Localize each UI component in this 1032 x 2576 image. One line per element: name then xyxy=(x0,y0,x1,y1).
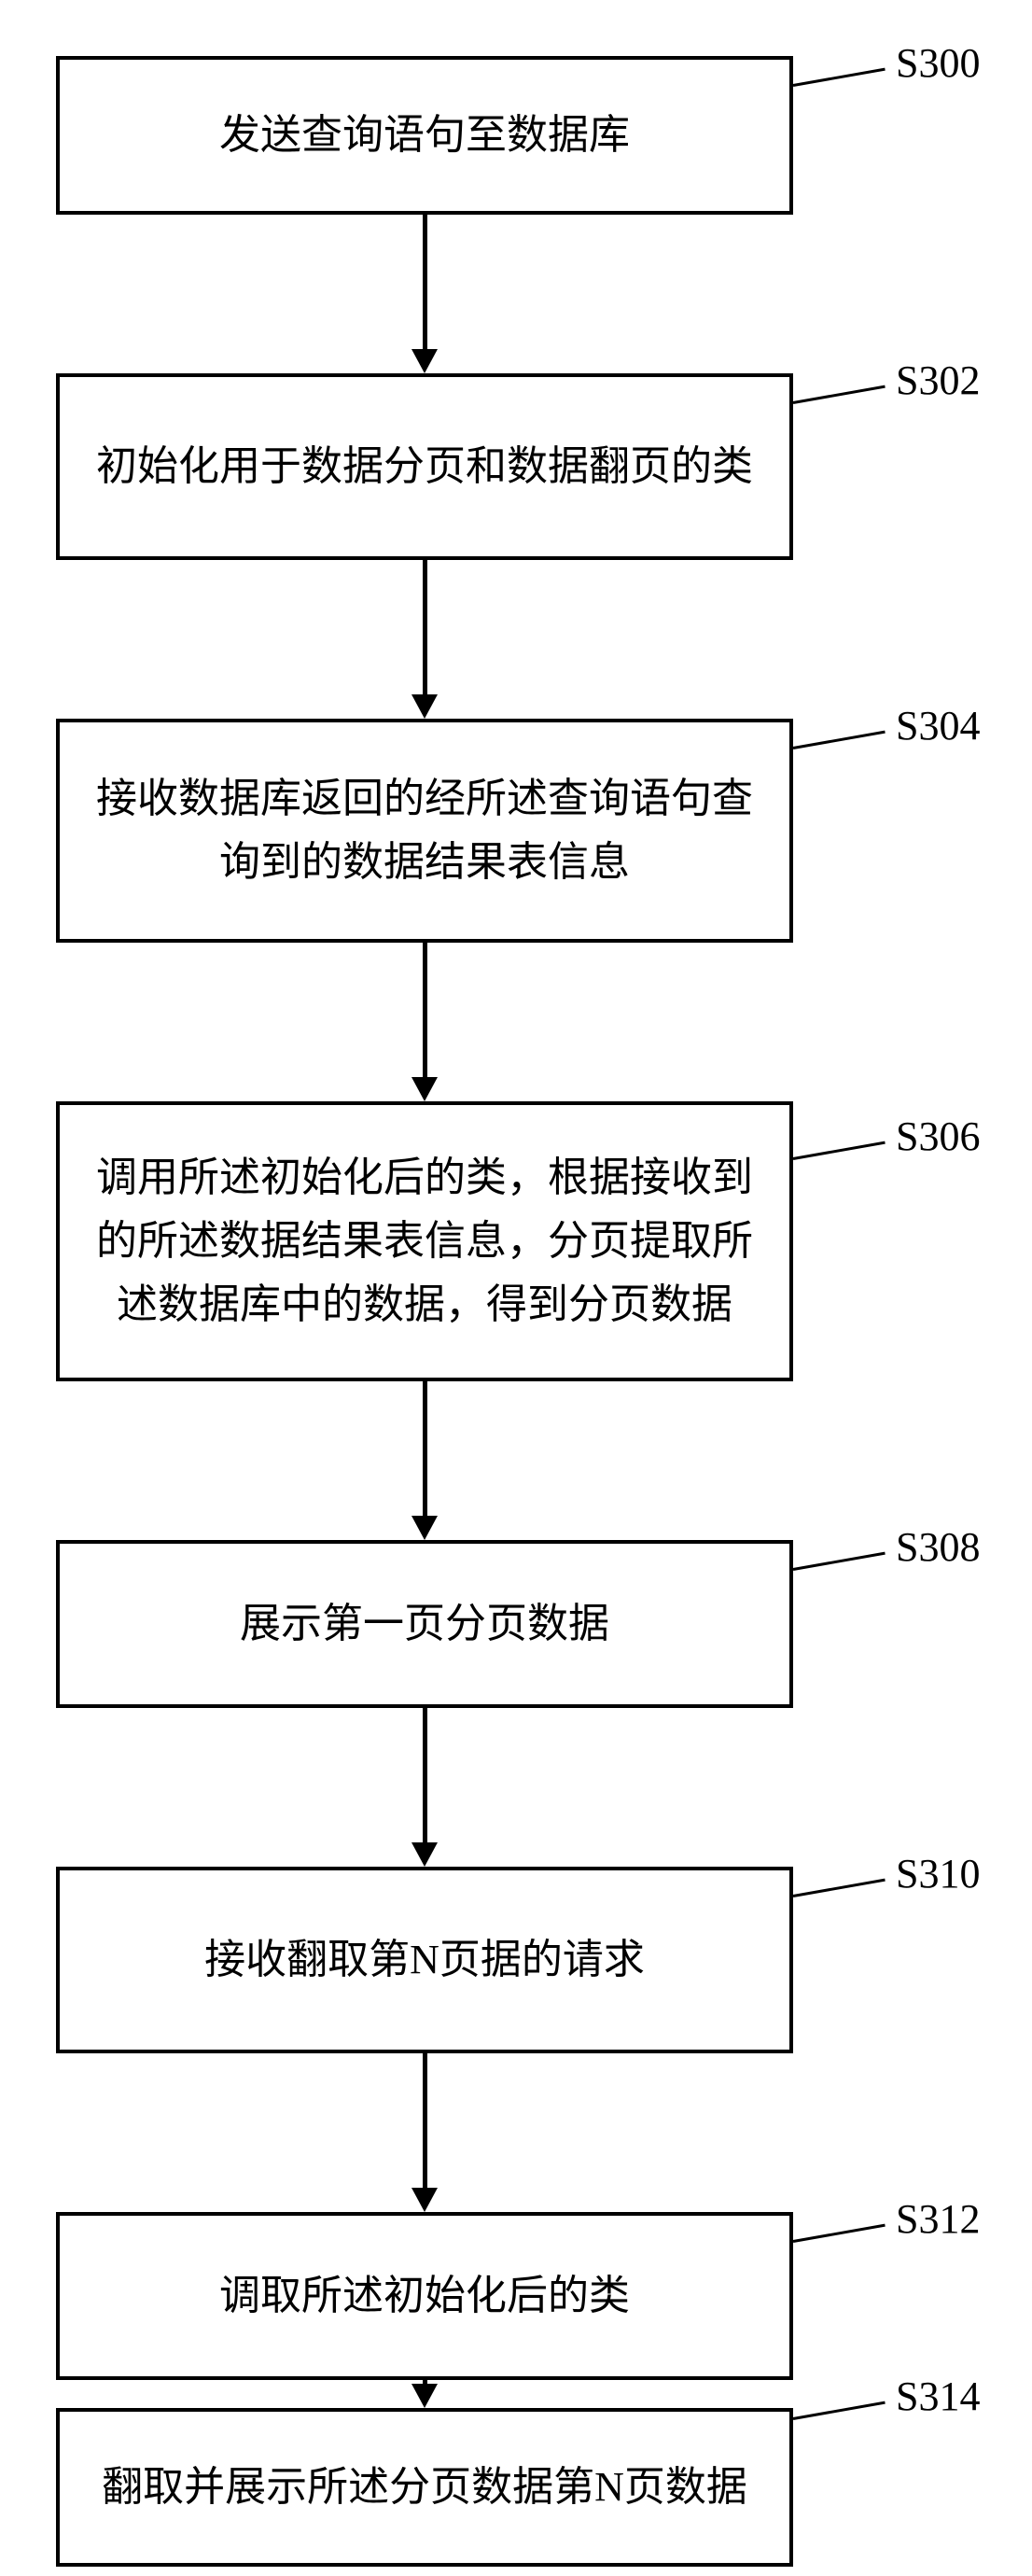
step-label-S302: S302 xyxy=(896,357,980,404)
arrow-line xyxy=(423,1708,427,1844)
flow-node-S304: 接收数据库返回的经所述查询语句查 询到的数据结果表信息 xyxy=(56,719,793,943)
step-label-S310: S310 xyxy=(896,1850,980,1897)
flow-node-S300: 发送查询语句至数据库 xyxy=(56,56,793,215)
arrow-head-icon xyxy=(411,349,438,373)
arrow-head-icon xyxy=(411,2188,438,2212)
flow-node-text: 接收翻取第N页据的请求 xyxy=(204,1928,645,1992)
flow-node-text: 翻取并展示所述分页数据第N页数据 xyxy=(102,2456,747,2519)
leader-line xyxy=(793,68,886,87)
step-label-S304: S304 xyxy=(896,702,980,749)
step-label-S312: S312 xyxy=(896,2195,980,2243)
leader-line xyxy=(793,2224,886,2243)
flow-node-S302: 初始化用于数据分页和数据翻页的类 xyxy=(56,373,793,560)
flow-node-text: 展示第一页分页数据 xyxy=(240,1592,609,1656)
flow-node-text: 接收数据库返回的经所述查询语句查 询到的数据结果表信息 xyxy=(96,767,753,894)
flow-node-S308: 展示第一页分页数据 xyxy=(56,1540,793,1708)
flowchart-canvas: 发送查询语句至数据库 S300 初始化用于数据分页和数据翻页的类 S302 接收数据库返… xyxy=(0,0,1032,2576)
arrow-line xyxy=(423,560,427,696)
arrow-head-icon xyxy=(411,1077,438,1101)
leader-line xyxy=(793,2401,886,2420)
flow-node-text: 调用所述初始化后的类，根据接收到 的所述数据结果表信息，分页提取所 述数据库中的… xyxy=(96,1146,753,1337)
leader-line xyxy=(793,731,886,749)
step-label-S300: S300 xyxy=(896,39,980,87)
arrow-line xyxy=(423,1381,427,1518)
arrow-head-icon xyxy=(411,1516,438,1540)
leader-line xyxy=(793,385,886,404)
arrow-line xyxy=(423,943,427,1079)
arrow-line xyxy=(423,215,427,351)
step-label-S314: S314 xyxy=(896,2373,980,2420)
step-label-S306: S306 xyxy=(896,1113,980,1160)
leader-line xyxy=(793,1879,886,1897)
arrow-head-icon xyxy=(411,1842,438,1867)
flow-node-S312: 调取所述初始化后的类 xyxy=(56,2212,793,2380)
step-label-S308: S308 xyxy=(896,1523,980,1571)
arrow-head-icon xyxy=(411,694,438,719)
leader-line xyxy=(793,1141,886,1160)
flow-node-S310: 接收翻取第N页据的请求 xyxy=(56,1867,793,2053)
flow-node-text: 发送查询语句至数据库 xyxy=(219,104,630,167)
flow-node-text: 初始化用于数据分页和数据翻页的类 xyxy=(96,435,753,498)
leader-line xyxy=(793,1552,886,1571)
flow-node-S306: 调用所述初始化后的类，根据接收到 的所述数据结果表信息，分页提取所 述数据库中的… xyxy=(56,1101,793,1381)
arrow-head-icon xyxy=(411,2384,438,2408)
flow-node-text: 调取所述初始化后的类 xyxy=(219,2264,630,2328)
flow-node-S314: 翻取并展示所述分页数据第N页数据 xyxy=(56,2408,793,2567)
arrow-line xyxy=(423,2053,427,2190)
